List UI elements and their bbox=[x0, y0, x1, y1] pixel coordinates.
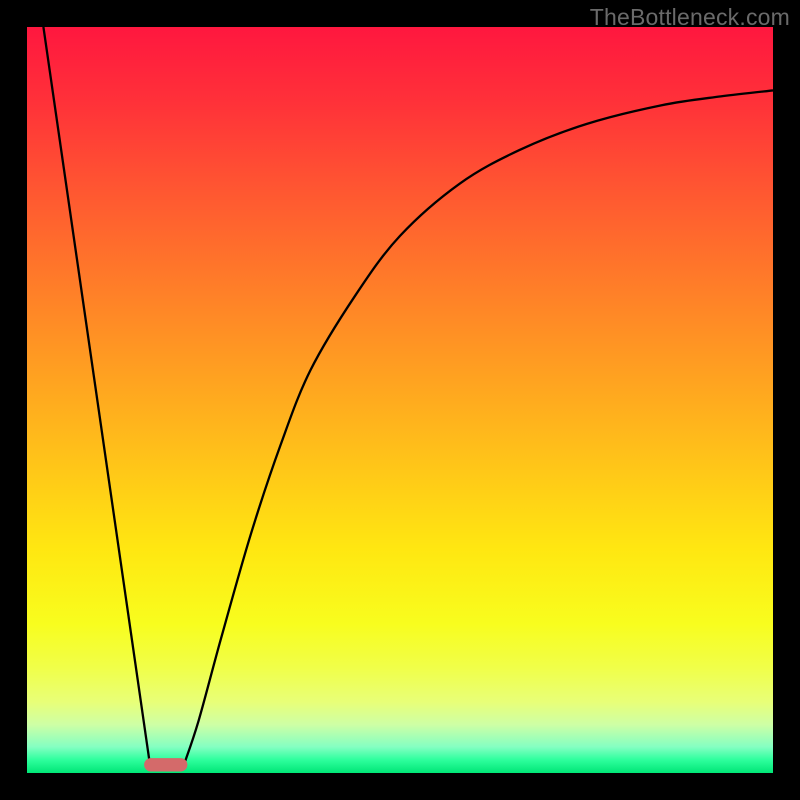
bottleneck-marker bbox=[144, 758, 187, 771]
plot-frame bbox=[0, 0, 800, 800]
plot-svg bbox=[27, 27, 773, 773]
gradient-background bbox=[27, 27, 773, 773]
plot-area bbox=[27, 27, 773, 773]
chart-container: TheBottleneck.com bbox=[0, 0, 800, 800]
watermark-text: TheBottleneck.com bbox=[590, 4, 790, 31]
